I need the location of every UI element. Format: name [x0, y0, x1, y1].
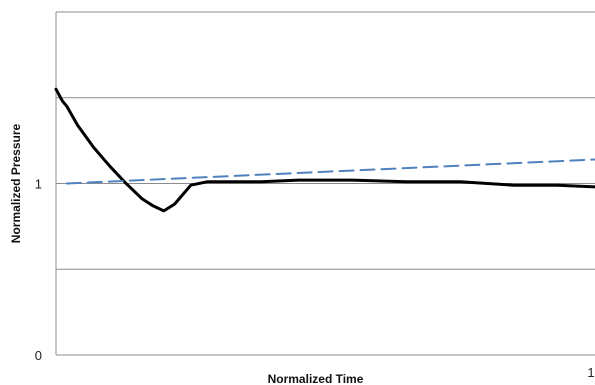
y-axis-title: Normalized Pressure — [9, 123, 23, 243]
y-tick-label: 1 — [35, 177, 42, 192]
x-axis-title: Normalized Time — [268, 372, 364, 385]
series-line-dashed — [65, 158, 595, 185]
series-line-solid — [54, 87, 595, 213]
series-lines — [54, 87, 595, 213]
axes — [55, 11, 595, 356]
x-tick-label: 1 — [587, 365, 594, 380]
tick-labels: 0 1 1 — [35, 177, 595, 381]
y-tick-label: 0 — [35, 348, 42, 363]
grid — [56, 11, 595, 270]
